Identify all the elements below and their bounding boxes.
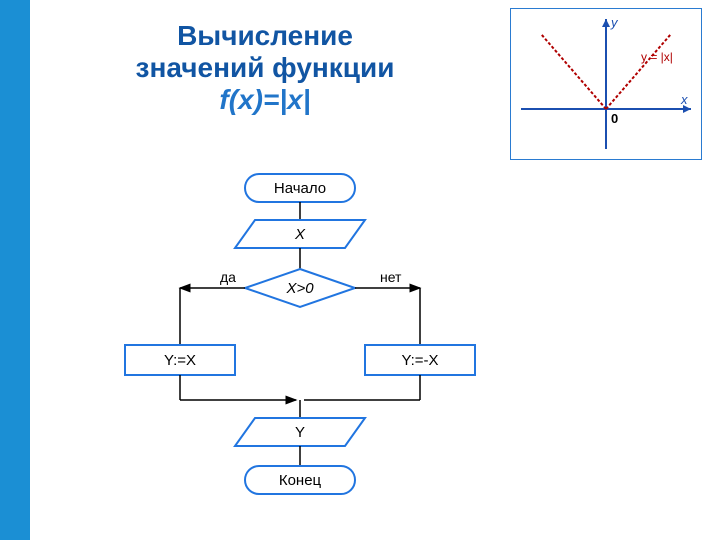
- graph-left-branch: [541, 34, 606, 109]
- node-no-process-label: Y:=-X: [401, 352, 438, 369]
- x-axis-label: x: [680, 92, 688, 107]
- page-title: Вычисление значений функции f(x)=|x|: [70, 20, 460, 117]
- title-fx-eq: =: [263, 84, 279, 115]
- title-line2: значений функции: [136, 52, 395, 83]
- title-fx-prefix: f(x): [219, 84, 263, 115]
- node-yes-process-label: Y:=X: [164, 352, 196, 369]
- node-condition-label: X>0: [285, 280, 314, 297]
- flowchart: Начало X X>0 да нет Y:=X Y:=-X Y Конец: [120, 170, 540, 530]
- graph-panel: y x 0 y = |x|: [510, 8, 702, 160]
- origin-label: 0: [611, 111, 618, 126]
- graph-right-branch: [606, 34, 671, 109]
- flowchart-svg: Начало X X>0 да нет Y:=X Y:=-X Y Конец: [120, 170, 540, 530]
- y-axis-arrow: [602, 19, 610, 27]
- node-start-label: Начало: [274, 180, 326, 197]
- node-input-x-label: X: [294, 226, 306, 243]
- node-output-y-label: Y: [295, 424, 305, 441]
- graph-func-label: y = |x|: [641, 50, 673, 64]
- title-fx-abs: |x|: [279, 84, 310, 115]
- branch-yes-label: да: [220, 269, 236, 285]
- accent-stripe: [0, 0, 30, 540]
- graph-svg: y x 0 y = |x|: [511, 9, 701, 159]
- node-end-label: Конец: [279, 472, 322, 489]
- title-line1: Вычисление: [177, 20, 353, 51]
- y-axis-label: y: [610, 15, 619, 30]
- branch-no-label: нет: [380, 269, 402, 285]
